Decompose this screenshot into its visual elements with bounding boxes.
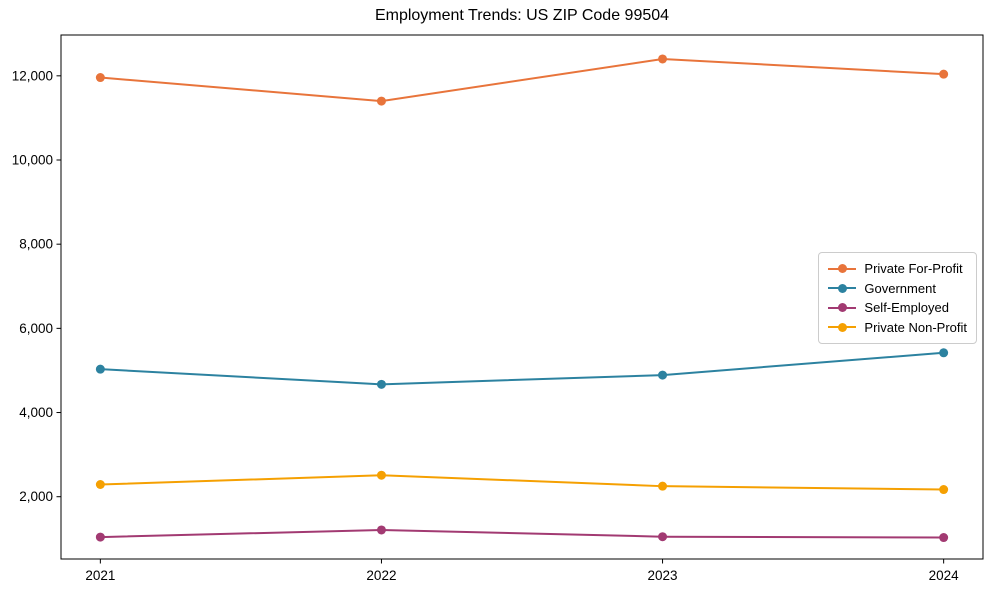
legend-label: Self-Employed: [864, 300, 949, 316]
y-tick-label: 4,000: [19, 405, 53, 420]
data-point-self-employed-2024: [939, 533, 949, 543]
legend-line-marker-icon: [828, 322, 857, 332]
data-point-private-non-profit-2021: [95, 480, 105, 490]
x-tick-label: 2022: [366, 568, 396, 583]
series-line-private-for-profit: [100, 57, 944, 103]
data-point-self-employed-2021: [95, 532, 105, 542]
legend: Private For-Profit Government Self-Employe…: [818, 252, 977, 344]
y-tick-label: 8,000: [19, 237, 53, 252]
legend-line-marker-icon: [828, 264, 857, 274]
data-point-private-for-profit-2023: [658, 54, 668, 64]
x-tick-label: 2024: [929, 568, 960, 583]
legend-label: Government: [864, 280, 936, 296]
y-tick-label: 6,000: [19, 321, 53, 336]
data-point-private-non-profit-2023: [658, 481, 668, 491]
legend-label: Private Non-Profit: [864, 319, 967, 335]
legend-item-private-non-profit: Private Non-Profit: [828, 318, 967, 338]
data-point-government-2023: [658, 370, 668, 380]
data-point-government-2022: [376, 379, 386, 389]
data-point-government-2021: [95, 364, 105, 374]
series-line-government: [100, 351, 944, 386]
data-point-self-employed-2023: [658, 532, 668, 542]
legend-item-private-for-profit: Private For-Profit: [828, 259, 967, 279]
y-tick-label: 2,000: [19, 489, 53, 504]
y-tick-label: 12,000: [12, 68, 53, 83]
legend-item-government: Government: [828, 279, 967, 299]
data-point-private-for-profit-2024: [939, 69, 949, 79]
x-tick-label: 2021: [85, 568, 115, 583]
legend-item-self-employed: Self-Employed: [828, 298, 967, 318]
data-point-government-2024: [939, 348, 949, 358]
plot-frame: [60, 34, 984, 560]
data-point-private-non-profit-2024: [939, 485, 949, 495]
chart-title: Employment Trends: US ZIP Code 99504: [374, 7, 670, 24]
y-tick-label: 10,000: [12, 153, 53, 168]
legend-line-marker-icon: [828, 283, 857, 293]
series-line-private-non-profit: [100, 474, 944, 491]
legend-label: Private For-Profit: [864, 261, 963, 277]
data-point-private-non-profit-2022: [376, 470, 386, 480]
legend-line-marker-icon: [828, 303, 857, 313]
x-tick-label: 2023: [648, 568, 678, 583]
data-point-private-for-profit-2022: [376, 96, 386, 106]
data-point-self-employed-2022: [376, 525, 386, 535]
series-line-self-employed: [100, 528, 944, 539]
data-point-private-for-profit-2021: [95, 73, 105, 83]
